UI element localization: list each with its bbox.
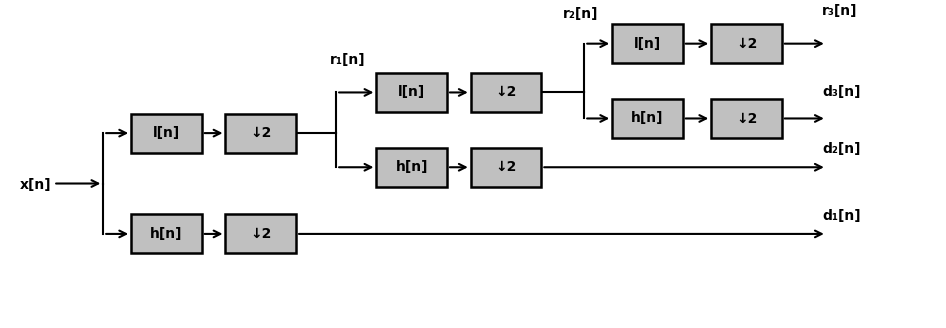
Bar: [612, 99, 683, 138]
Text: l[n]: l[n]: [398, 86, 426, 99]
Bar: [377, 148, 447, 187]
Text: h[n]: h[n]: [395, 160, 428, 174]
Text: ↓2: ↓2: [496, 86, 517, 99]
Text: r₂[n]: r₂[n]: [563, 8, 598, 21]
Text: h[n]: h[n]: [631, 112, 664, 126]
Bar: [225, 215, 296, 254]
Bar: [612, 24, 683, 63]
Bar: [711, 99, 782, 138]
Bar: [131, 215, 201, 254]
Bar: [711, 24, 782, 63]
Text: ↓2: ↓2: [250, 227, 272, 241]
Text: l[n]: l[n]: [153, 126, 180, 140]
Bar: [377, 73, 447, 112]
Bar: [471, 73, 541, 112]
Text: r₃[n]: r₃[n]: [822, 4, 857, 18]
Text: d₁[n]: d₁[n]: [822, 209, 861, 223]
Text: ↓2: ↓2: [736, 37, 757, 51]
Text: ↓2: ↓2: [496, 160, 517, 174]
Text: ↓2: ↓2: [250, 126, 272, 140]
Text: d₂[n]: d₂[n]: [822, 142, 861, 156]
Bar: [225, 113, 296, 153]
Bar: [131, 113, 201, 153]
Text: ↓2: ↓2: [736, 112, 757, 126]
Text: l[n]: l[n]: [634, 37, 661, 51]
Text: r₁[n]: r₁[n]: [329, 53, 365, 67]
Text: x[n]: x[n]: [20, 178, 52, 192]
Bar: [471, 148, 541, 187]
Text: h[n]: h[n]: [150, 227, 183, 241]
Text: d₃[n]: d₃[n]: [822, 86, 861, 99]
